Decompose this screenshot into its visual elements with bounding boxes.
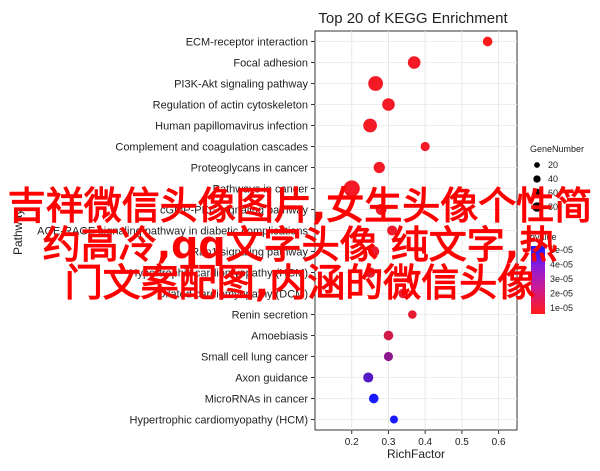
color-legend-title: qvalue: [530, 232, 557, 242]
data-point: [482, 36, 493, 47]
size-legend-label: 40: [548, 174, 558, 184]
pathway-label: Axon guidance: [235, 373, 308, 385]
size-legend-label: 80: [548, 202, 558, 212]
size-legend-dot: [532, 188, 542, 198]
data-point: [389, 415, 398, 424]
pathway-label: PI3K-Akt signaling pathway: [174, 79, 308, 91]
pathway-label: AGE-RAGE signaling pathway in diabetic c…: [37, 226, 308, 238]
qvalue-colorbar: [531, 246, 545, 314]
pathway-label: MicroRNAs in cancer: [205, 394, 309, 406]
x-axis-title: RichFactor: [387, 447, 445, 461]
pathway-label: Dilated cardiomyopathy (DCM): [158, 289, 308, 301]
color-legend: qvalue 5e-05 4e-05 3e-05 2e-05 1e-05: [530, 232, 573, 314]
x-tick-label: 0.6: [492, 437, 506, 448]
color-legend-label: 5e-05: [550, 245, 573, 255]
data-point: [363, 372, 374, 383]
size-legend-label: 60: [548, 188, 558, 198]
data-point: [408, 310, 417, 319]
size-legend-label: 20: [548, 160, 558, 170]
data-point: [382, 98, 395, 111]
data-point: [373, 161, 385, 174]
size-legend-title: GeneNumber: [530, 144, 584, 154]
pathway-label: Amoebiasis: [251, 331, 308, 343]
data-point: [383, 330, 394, 341]
data-point: [343, 180, 360, 197]
pathway-label: Hypertrophic cardiomyopathy (HCM): [130, 415, 309, 427]
x-tick-label: 0.5: [455, 437, 469, 448]
data-point: [375, 204, 387, 215]
color-legend-label: 4e-05: [550, 260, 573, 270]
pathway-labels: ECM-receptor interaction Focal adhesion PI…: [37, 37, 315, 427]
pathway-label: cGMP-PKG signaling pathway: [160, 205, 308, 217]
pathway-label: Rap1 signaling pathway: [191, 247, 308, 259]
size-legend-dot: [533, 175, 541, 183]
pathway-label: Proteoglycans in cancer: [191, 163, 309, 175]
data-point: [398, 288, 408, 299]
x-tick-label: 0.3: [382, 437, 396, 448]
pathway-label: ECM-receptor interaction: [186, 37, 308, 49]
data-point: [383, 351, 394, 362]
size-legend-dot: [532, 202, 542, 212]
data-point: [368, 393, 379, 404]
pathway-label: Renin secretion: [232, 310, 308, 322]
data-point: [407, 56, 421, 69]
data-point: [368, 246, 380, 257]
x-tick-label: 0.2: [345, 437, 359, 448]
data-point: [420, 141, 430, 152]
y-axis-title: Pathway: [11, 209, 25, 255]
color-legend-label: 3e-05: [550, 274, 573, 284]
size-legend-dot: [534, 162, 540, 168]
size-legend: GeneNumber 20 40 60 80: [530, 144, 584, 212]
x-axis-ticks: 0.2 0.3 0.4 0.5 0.6: [345, 430, 506, 448]
x-tick-label: 0.4: [418, 437, 432, 448]
color-legend-label: 1e-05: [550, 303, 573, 313]
data-point: [368, 76, 383, 91]
pathway-label: Pathways in cancer: [213, 184, 309, 196]
pathway-label: Regulation of actin cytoskeleton: [153, 100, 308, 112]
pathway-label: Complement and coagulation cascades: [115, 142, 308, 154]
data-points: [343, 36, 493, 424]
pathway-label: Hypertrophic cardiomyopathy (HCM): [130, 268, 309, 280]
color-legend-label: 2e-05: [550, 289, 573, 299]
data-point: [364, 267, 376, 278]
pathway-label: Small cell lung cancer: [201, 352, 308, 364]
data-point: [387, 225, 398, 236]
data-point: [363, 118, 377, 133]
pathway-label: Focal adhesion: [233, 58, 308, 70]
chart-title: Top 20 of KEGG Enrichment: [318, 10, 508, 27]
pathway-label: Human papillomavirus infection: [155, 121, 308, 133]
